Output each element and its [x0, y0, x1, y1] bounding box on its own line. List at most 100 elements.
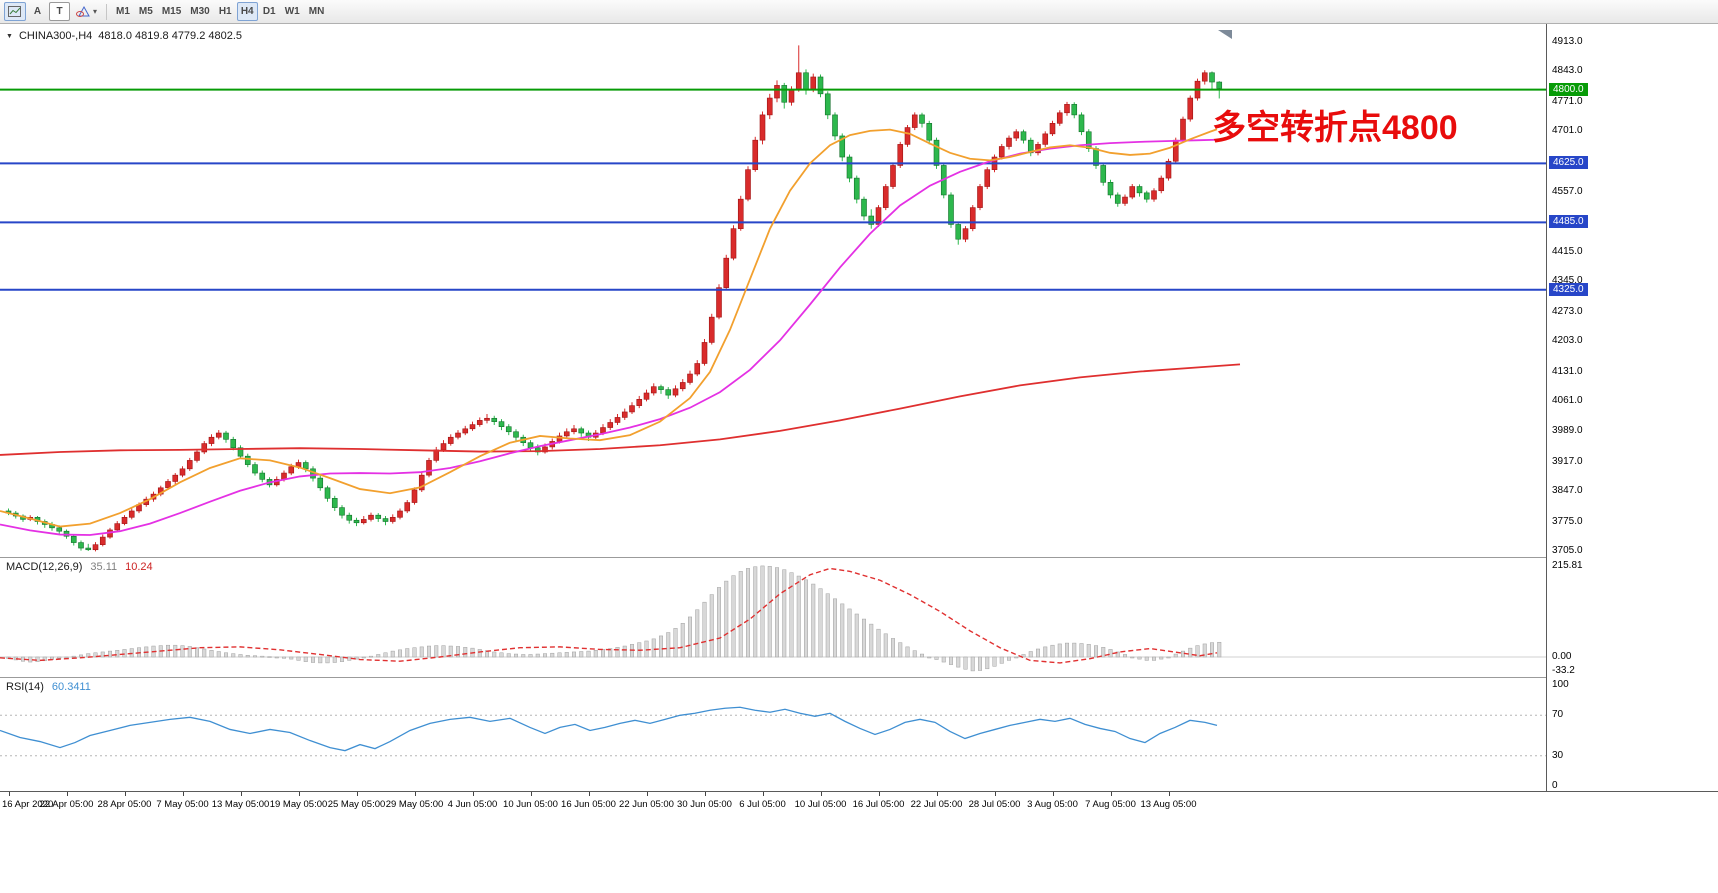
chart-header: ▼ CHINA300-,H4 4818.0 4819.8 4779.2 4802…	[6, 30, 242, 42]
time-tick	[936, 792, 938, 796]
price-tick-label: 4415.0	[1552, 245, 1583, 257]
rsi-line	[0, 706, 1218, 752]
price-tick-label: 4771.0	[1552, 95, 1583, 107]
macd-main-value: 35.11	[90, 561, 118, 573]
macd-header: MACD(12,26,9) 35.11 10.24	[6, 561, 153, 573]
time-tick	[124, 792, 126, 796]
time-tick	[1110, 792, 1112, 796]
time-label: 3 Aug 05:00	[1027, 799, 1078, 810]
time-label: 13 Aug 05:00	[1140, 799, 1197, 810]
level-price-badge: 4625.0	[1549, 156, 1588, 170]
timeframe-m5[interactable]: M5	[138, 6, 153, 17]
timeframe-d1[interactable]: D1	[262, 6, 276, 17]
time-label: 7 May 05:00	[156, 799, 209, 810]
price-tick-label: 4557.0	[1552, 186, 1583, 197]
time-tick	[530, 792, 532, 796]
time-label: 25 May 05:00	[327, 799, 386, 810]
price-tick-label: 4843.0	[1552, 65, 1583, 77]
dropdown-caret-icon: ▾	[93, 7, 98, 16]
time-label: 30 Jun 05:00	[677, 799, 732, 810]
time-label: 28 Jul 05:00	[968, 799, 1021, 810]
symbol-dropdown-icon[interactable]: ▼	[6, 32, 13, 40]
rsi-scale-label: 70	[1552, 709, 1564, 721]
time-label: 7 Aug 05:00	[1085, 799, 1136, 810]
time-label: 28 Apr 05:00	[97, 799, 152, 810]
time-label: 10 Jul 05:00	[794, 799, 847, 810]
time-label: 29 May 05:00	[385, 799, 444, 810]
rsi-scale-label: 0	[1552, 780, 1558, 791]
time-label: 16 Jul 05:00	[852, 799, 905, 810]
timeframe-h1[interactable]: H1	[218, 6, 232, 17]
price-tick-label: 4345.0	[1552, 275, 1583, 287]
time-tick	[588, 792, 590, 796]
timeframe-m15[interactable]: M15	[161, 6, 182, 17]
text-tool[interactable]: T	[49, 2, 70, 21]
price-tick-label: 3775.0	[1552, 515, 1583, 527]
time-tick	[240, 792, 242, 796]
time-tick	[1052, 792, 1054, 796]
rsi-header: RSI(14) 60.3411	[6, 681, 91, 693]
time-tick	[8, 792, 10, 796]
ma-slow-line	[0, 363, 1241, 456]
price-tick-label: 3989.0	[1552, 425, 1583, 437]
panel-separator[interactable]	[0, 557, 1718, 558]
symbol-timeframe-label: CHINA300-,H4	[18, 30, 93, 42]
time-tick	[704, 792, 706, 796]
price-chart[interactable]	[0, 27, 1546, 558]
time-tick	[182, 792, 184, 796]
rsi-value: 60.3411	[51, 681, 91, 693]
timeframe-m30[interactable]: M30	[190, 6, 210, 17]
macd-scale-label: -33.2	[1552, 664, 1575, 676]
macd-panel[interactable]	[0, 558, 1546, 678]
timeframe-m1[interactable]: M1	[116, 6, 130, 17]
time-tick	[472, 792, 474, 796]
chart-mode-tool[interactable]	[4, 2, 26, 21]
level-price-badge: 4800.0	[1549, 82, 1588, 96]
time-tick	[820, 792, 822, 796]
time-label: 10 Jun 05:00	[503, 799, 558, 810]
time-axis[interactable]: 16 Apr 2020 22 Apr 05:00 28 Apr 05:00 7 May…	[0, 791, 1718, 818]
time-label: 16 Apr 2020	[2, 799, 54, 810]
text-label-tool[interactable]: A	[33, 6, 42, 17]
timeframe-mn[interactable]: MN	[308, 6, 325, 17]
level-price-badge: 4485.0	[1549, 215, 1588, 229]
panel-separator[interactable]	[0, 677, 1718, 678]
price-tick-label: 4273.0	[1552, 305, 1583, 317]
macd-scale-label: 0.00	[1552, 651, 1572, 662]
drawing-tools-group: A T ▾	[4, 2, 101, 21]
macd-signal-line	[0, 567, 1218, 664]
toolbar-separator	[106, 3, 108, 20]
price-tick-label: 3917.0	[1552, 455, 1583, 467]
chart-icon	[8, 5, 21, 17]
chart-shift-marker[interactable]	[1218, 30, 1232, 39]
time-label: 22 Jul 05:00	[910, 799, 963, 810]
time-tick	[994, 792, 996, 796]
macd-label: MACD(12,26,9)	[6, 561, 83, 573]
time-label: 16 Jun 05:00	[561, 799, 616, 810]
time-label: 22 Jun 05:00	[619, 799, 674, 810]
time-tick	[298, 792, 300, 796]
level-price-badge: 4325.0	[1549, 282, 1588, 296]
price-tick-label: 3705.0	[1552, 545, 1583, 556]
rsi-panel[interactable]	[0, 678, 1546, 791]
timeframe-w1[interactable]: W1	[284, 6, 300, 17]
rsi-scale-label: 100	[1552, 679, 1569, 690]
timeframe-h4[interactable]: H4	[236, 2, 258, 21]
price-scale[interactable]: 4913.0 4843.0 4771.0 4701.0 4557.0 4415.0 4345…	[1546, 24, 1718, 791]
price-tick-label: 4131.0	[1552, 365, 1583, 377]
chart-annotation[interactable]: 多空转折点4800	[1212, 109, 1458, 147]
candles-layer	[5, 45, 1223, 552]
ohlc-values: 4818.0 4819.8 4779.2 4802.5	[98, 30, 243, 42]
time-tick	[1168, 792, 1170, 796]
timeframes-group: M1 M5 M15 M30 H1 H4 D1 W1 MN	[112, 2, 328, 21]
price-tick-label: 4701.0	[1552, 125, 1583, 137]
shapes-tool[interactable]: ▾	[71, 2, 101, 21]
price-tick-label: 4061.0	[1552, 394, 1583, 406]
shapes-icon	[76, 5, 90, 17]
time-tick	[762, 792, 764, 796]
ma-fast-line	[0, 128, 1218, 528]
time-label: 19 May 05:00	[269, 799, 328, 810]
time-label: 13 May 05:00	[211, 799, 270, 810]
toolbar: A T ▾ M1 M5 M15 M30 H1 H4 D1 W1 MN	[0, 0, 1718, 24]
